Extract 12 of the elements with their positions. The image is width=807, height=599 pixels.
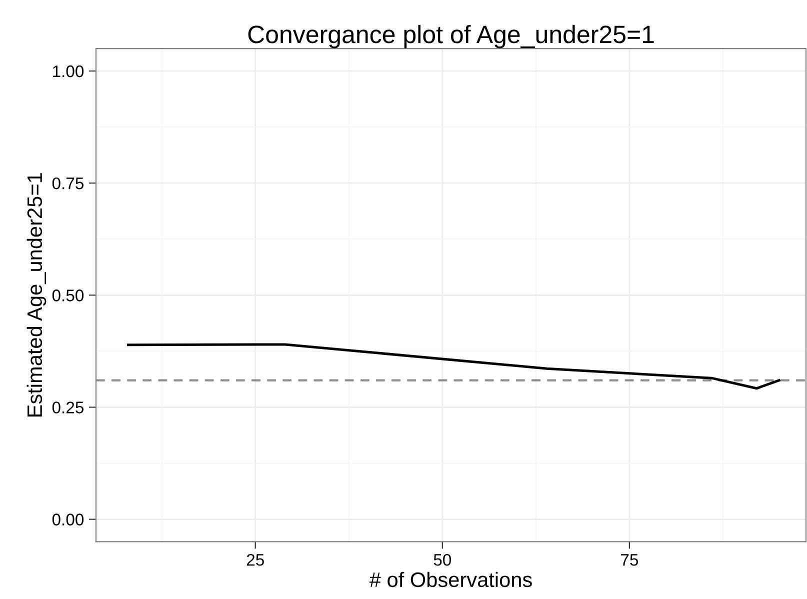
x-axis-title: # of Observations [369, 572, 532, 588]
y-tick-label: 0.50 [52, 290, 84, 302]
chart-title: Convergance plot of Age_under25=1 [248, 24, 654, 48]
x-tick-label: 25 [246, 554, 264, 566]
x-tick-label: 75 [621, 554, 638, 566]
y-axis-title: Estimated Age_under25=1 [26, 173, 46, 417]
x-tick-label: 50 [434, 554, 452, 566]
line-series [126, 343, 780, 390]
y-tick-label: 0.25 [52, 402, 84, 414]
y-tick-label: 0.75 [52, 177, 84, 190]
y-tick-label: 1.00 [53, 65, 84, 78]
y-tick-label: 0.00 [52, 514, 84, 526]
